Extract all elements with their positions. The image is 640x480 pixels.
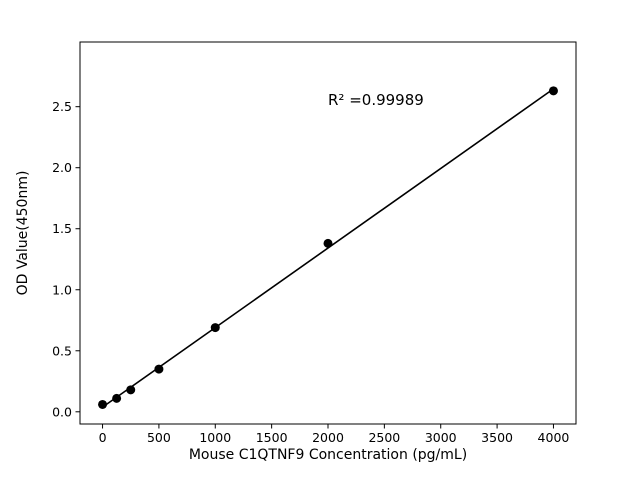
data-point (548, 86, 558, 96)
y-tick-label: 0.0 (52, 404, 72, 419)
x-tick-label: 0 (99, 430, 107, 445)
fit-line (102, 88, 554, 408)
x-tick-label: 1500 (256, 430, 288, 445)
x-tick-label: 2000 (312, 430, 344, 445)
y-tick-label: 1.0 (52, 282, 72, 297)
x-tick-label: 3500 (481, 430, 513, 445)
y-tick-label: 2.0 (52, 160, 72, 175)
x-tick-label: 2500 (368, 430, 400, 445)
y-axis-label: OD Value(450nm) (15, 171, 31, 296)
x-axis-label: Mouse C1QTNF9 Concentration (pg/mL) (189, 447, 467, 463)
data-point (98, 399, 108, 409)
x-tick-label: 500 (147, 430, 171, 445)
x-tick-label: 1000 (199, 430, 231, 445)
data-point (323, 238, 333, 248)
data-point (126, 385, 136, 395)
r-squared-annotation: R² =0.99989 (328, 91, 424, 109)
y-tick-label: 1.5 (52, 221, 72, 236)
y-tick-label: 2.5 (52, 99, 72, 114)
x-tick-label: 4000 (538, 430, 570, 445)
data-point (210, 323, 220, 333)
x-tick-label: 3000 (425, 430, 457, 445)
data-point (112, 393, 122, 403)
y-tick-label: 0.5 (52, 343, 72, 358)
data-point (154, 364, 164, 374)
